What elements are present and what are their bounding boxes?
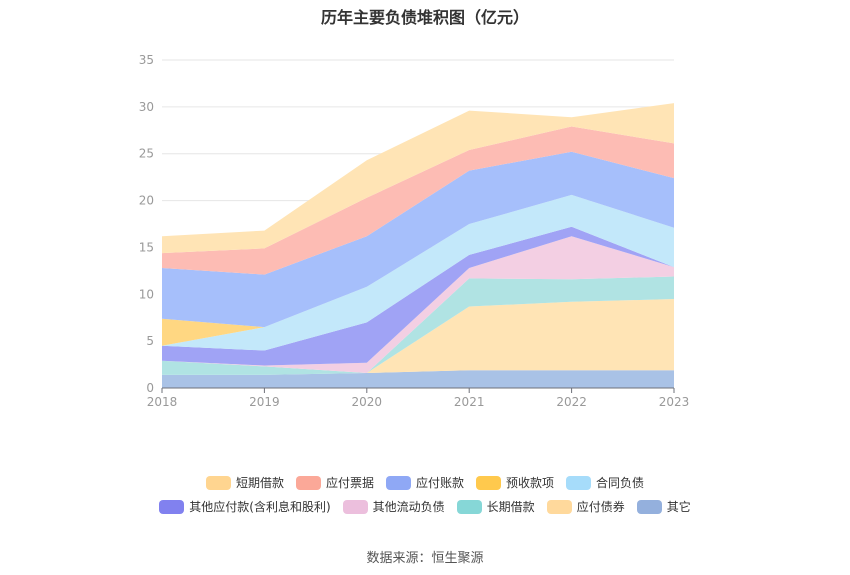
y-tick-label: 15 xyxy=(139,240,154,254)
legend-label: 其它 xyxy=(666,500,691,514)
legend-label: 应付债券 xyxy=(576,500,625,514)
legend-swatch xyxy=(385,475,411,490)
legend-swatch xyxy=(476,475,501,490)
area-series-0 xyxy=(162,370,674,388)
legend-item[interactable]: 应付票据 xyxy=(295,474,374,491)
legend-item[interactable]: 应付债券 xyxy=(546,498,625,515)
legend-label: 预收款项 xyxy=(506,476,555,490)
y-tick-label: 30 xyxy=(139,100,154,114)
legend-row-1: 短期借款 应付票据 应付账款 预收款项 合同负债 xyxy=(0,474,850,491)
x-tick-label: 2018 xyxy=(147,395,178,409)
source-note: 数据来源：恒生聚源 xyxy=(366,551,484,566)
legend-item[interactable]: 短期借款 xyxy=(205,474,284,491)
x-tick-label: 2023 xyxy=(659,395,690,409)
legend-swatch xyxy=(342,499,368,514)
x-tick-label: 2021 xyxy=(454,395,485,409)
legend-swatch xyxy=(205,475,231,490)
legend-item[interactable]: 其他应付款(含利息和股利) xyxy=(159,498,331,515)
x-tick-label: 2019 xyxy=(249,395,280,409)
y-tick-label: 20 xyxy=(139,194,154,208)
chart-title: 历年主要负债堆积图（亿元） xyxy=(320,8,529,27)
legend-label: 短期借款 xyxy=(235,476,284,490)
legend-row-2: 其他应付款(含利息和股利) 其他流动负债 长期借款 应付债券 其它 xyxy=(0,498,850,515)
legend-swatch xyxy=(546,499,572,514)
area-series xyxy=(162,103,674,388)
legend-label: 其他流动负债 xyxy=(372,500,445,514)
legend-swatch xyxy=(295,475,321,490)
legend-item[interactable]: 预收款项 xyxy=(476,474,554,491)
legend-label: 长期借款 xyxy=(486,500,535,514)
area-series-1 xyxy=(162,299,674,375)
legend-label: 应付票据 xyxy=(325,476,374,490)
area-series-5 xyxy=(162,194,674,351)
area-series-8 xyxy=(162,126,674,275)
legend-label: 应付账款 xyxy=(415,476,464,490)
legend-swatch xyxy=(636,499,662,514)
y-tick-label: 0 xyxy=(146,381,154,395)
legend-label: 合同负债 xyxy=(596,476,645,490)
area-series-9 xyxy=(162,103,674,254)
area-series-2 xyxy=(162,276,674,375)
axes: 0 5 10 15 20 25 30 35 2018 2019 2020 2021 2022 2023 xyxy=(139,53,690,409)
y-tick-label: 10 xyxy=(139,287,154,301)
legend-item[interactable]: 长期借款 xyxy=(456,498,535,515)
x-tick-label: 2022 xyxy=(556,395,587,409)
legend-item[interactable]: 其它 xyxy=(636,498,691,515)
legend-item[interactable]: 合同负债 xyxy=(566,474,644,491)
y-tick-label: 25 xyxy=(139,147,154,161)
legend-label: 其他应付款(含利息和股利) xyxy=(189,500,331,514)
legend-swatch xyxy=(456,499,482,514)
x-tick-label: 2020 xyxy=(352,395,383,409)
area-series-4 xyxy=(162,226,674,366)
y-tick-label: 35 xyxy=(139,53,154,67)
legend-item[interactable]: 其他流动负债 xyxy=(342,498,445,515)
y-tick-label: 5 xyxy=(146,334,154,348)
legend-swatch xyxy=(159,499,185,514)
area-series-7 xyxy=(162,151,674,328)
area-series-6 xyxy=(162,194,674,346)
legend-swatch xyxy=(566,475,592,490)
area-series-3 xyxy=(162,236,674,373)
legend-item[interactable]: 应付账款 xyxy=(385,474,464,491)
